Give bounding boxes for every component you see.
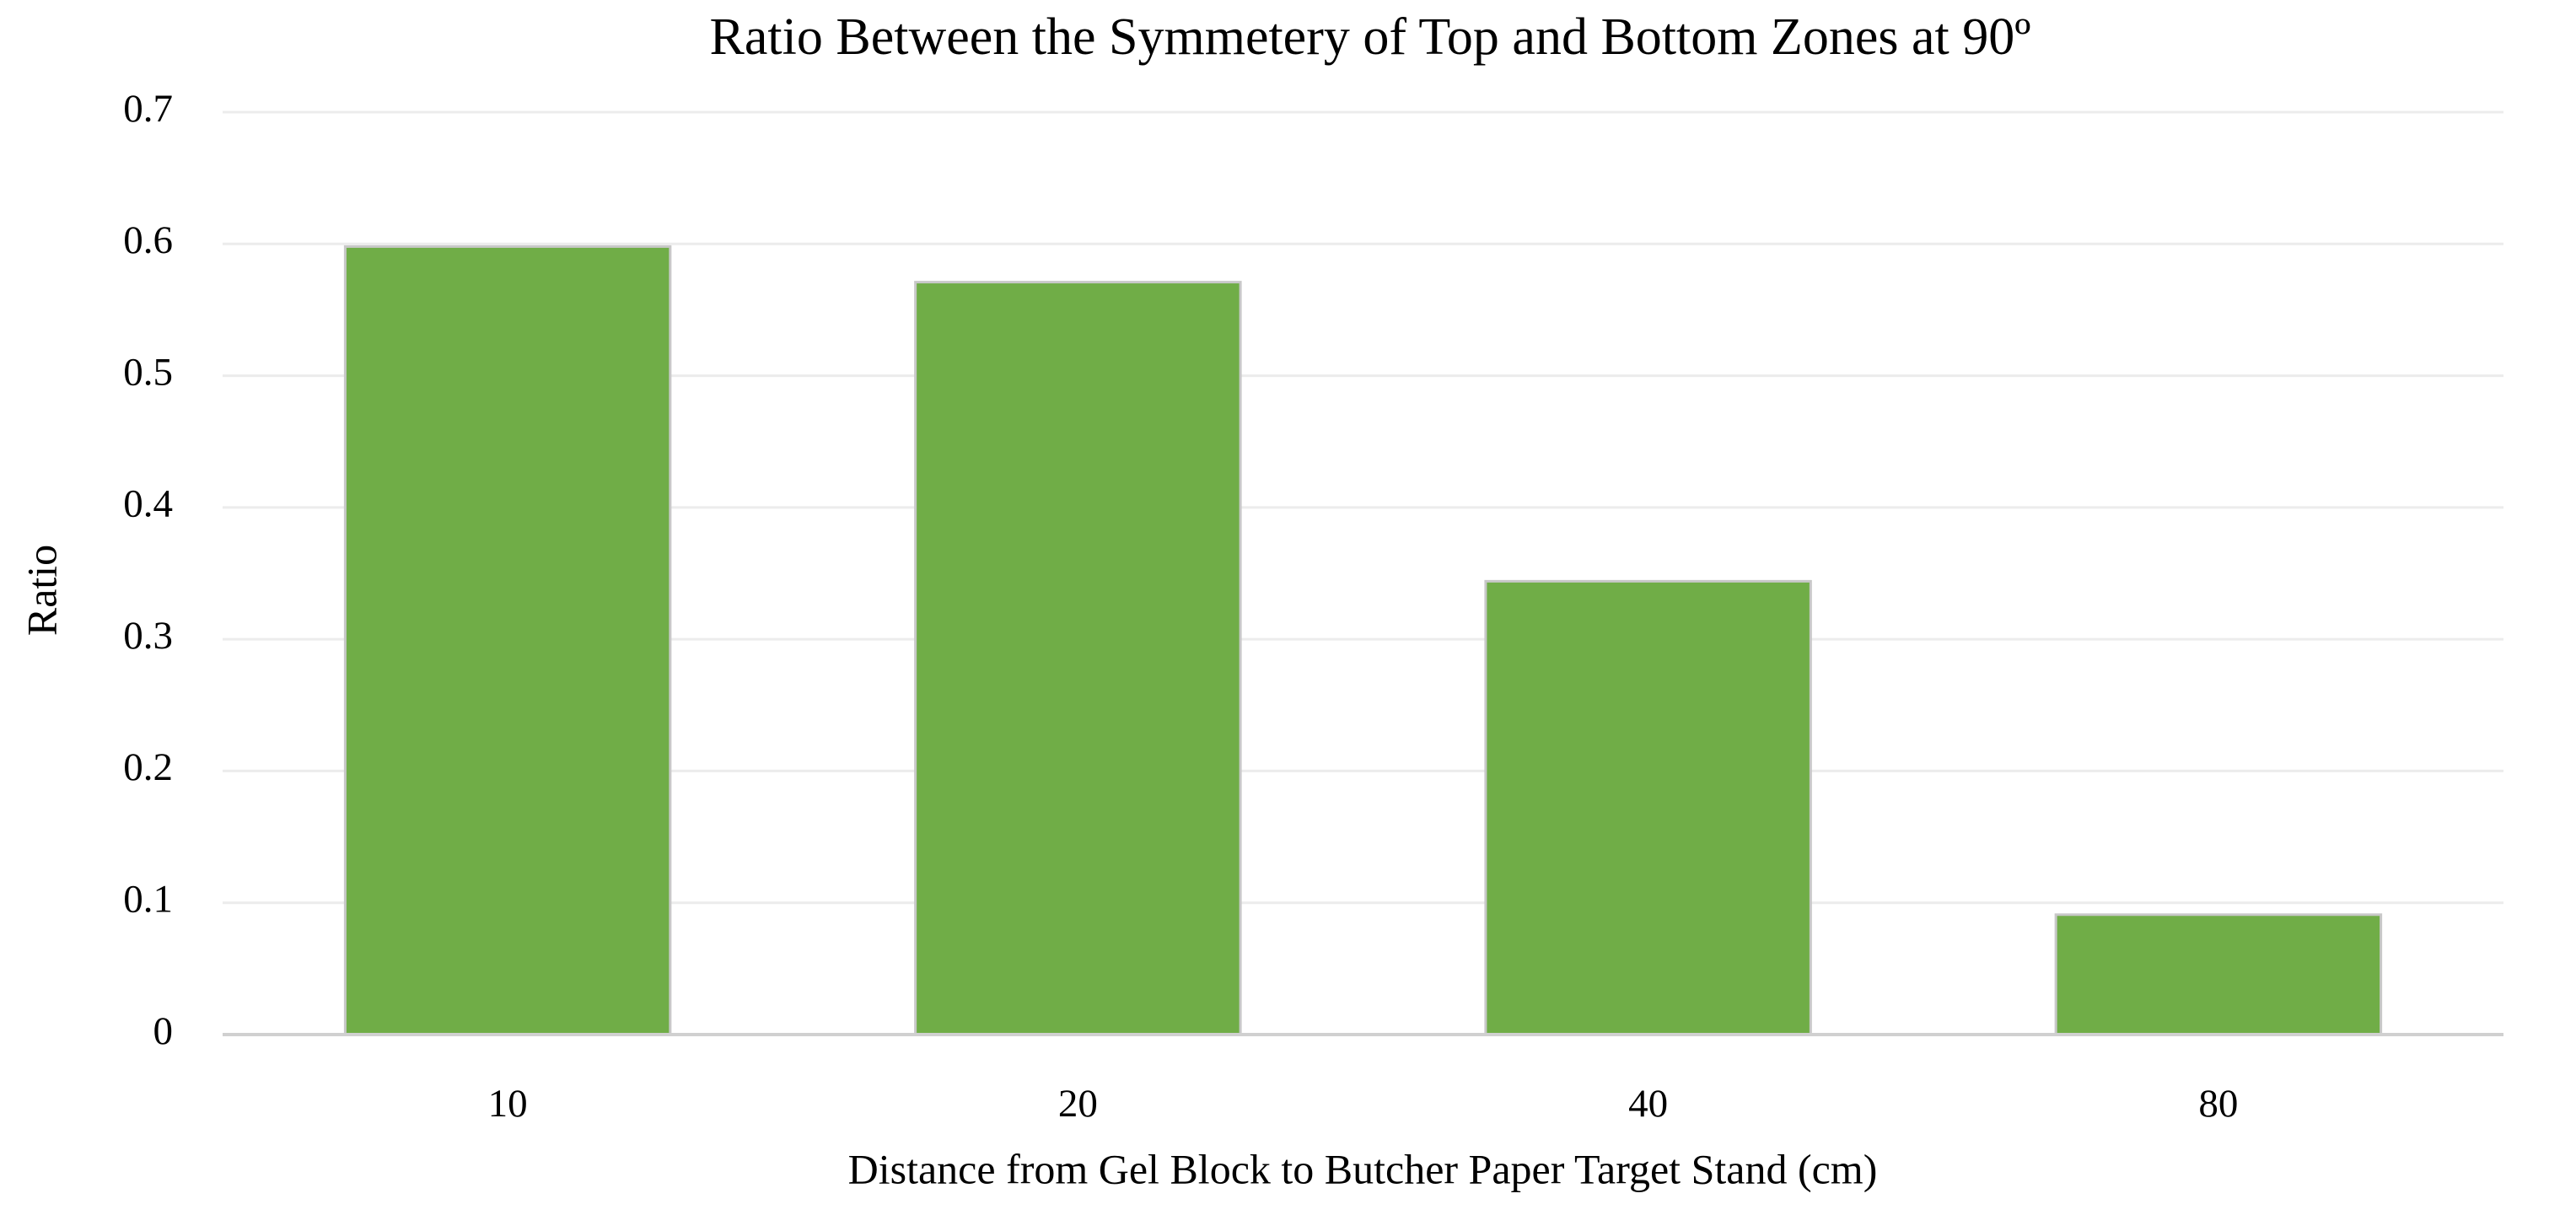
y-tick-label: 0.3 (123, 614, 173, 658)
bar (1484, 579, 1812, 1036)
y-tick-label: 0.7 (123, 87, 173, 131)
x-tick-label: 10 (488, 1082, 528, 1126)
x-tick-label: 80 (2198, 1082, 2238, 1126)
bar (2054, 913, 2383, 1036)
x-tick-label: 40 (1628, 1082, 1668, 1126)
y-tick-label: 0.2 (123, 745, 173, 789)
y-axis-title: Ratio (18, 545, 65, 636)
y-tick-label: 0.5 (123, 350, 173, 394)
y-tick-label: 0.4 (123, 482, 173, 526)
x-tick-label: 20 (1058, 1082, 1098, 1126)
y-tick-label: 0.1 (123, 877, 173, 921)
y-tick-label: 0 (153, 1009, 174, 1053)
bar (914, 281, 1242, 1036)
chart-title: Ratio Between the Symmetery of Top and B… (710, 8, 2031, 66)
y-tick-label: 0.6 (123, 218, 173, 262)
x-axis-title: Distance from Gel Block to Butcher Paper… (848, 1145, 1878, 1192)
bar (343, 245, 672, 1036)
